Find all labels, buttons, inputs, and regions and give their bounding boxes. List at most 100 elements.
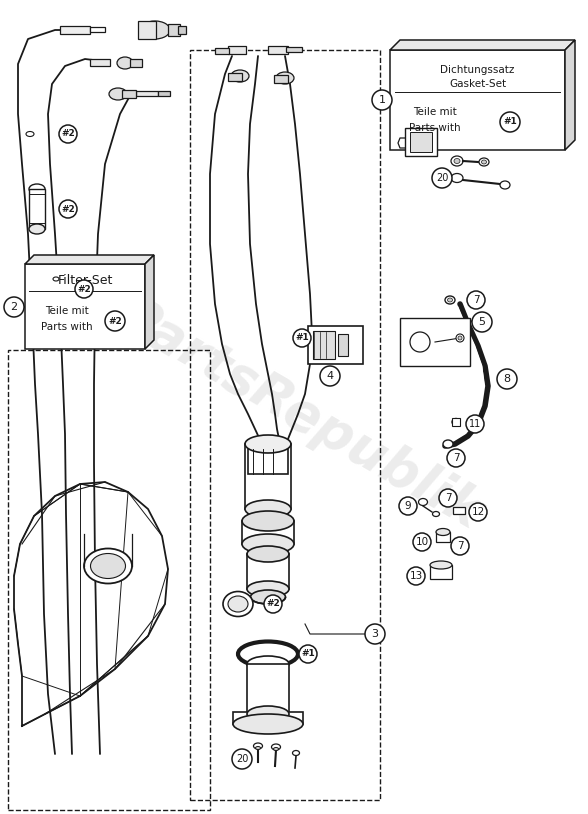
Ellipse shape: [247, 706, 289, 722]
Text: #2: #2: [77, 285, 91, 294]
Circle shape: [232, 749, 252, 769]
Ellipse shape: [276, 72, 294, 84]
Circle shape: [432, 168, 452, 188]
Text: Parts with: Parts with: [41, 322, 93, 332]
Bar: [268, 46, 288, 54]
Ellipse shape: [419, 498, 427, 505]
Text: PartsRepublik: PartsRepublik: [109, 289, 491, 540]
Ellipse shape: [479, 158, 489, 166]
Bar: [122, 90, 136, 98]
Text: #1: #1: [295, 334, 309, 343]
Bar: [338, 334, 348, 356]
Circle shape: [472, 312, 492, 332]
Bar: [60, 26, 90, 34]
Ellipse shape: [26, 132, 34, 137]
Circle shape: [407, 567, 425, 585]
Bar: [168, 24, 180, 36]
Text: 5: 5: [479, 317, 486, 327]
Bar: [233, 712, 303, 724]
Ellipse shape: [245, 435, 291, 453]
Ellipse shape: [250, 590, 286, 604]
Text: Gasket-Set: Gasket-Set: [449, 79, 506, 89]
Bar: [453, 507, 465, 514]
Text: #2: #2: [61, 204, 75, 213]
Ellipse shape: [231, 70, 249, 82]
Bar: [308, 326, 363, 364]
Circle shape: [466, 415, 484, 433]
Ellipse shape: [256, 746, 260, 750]
Text: #2: #2: [61, 129, 75, 138]
Circle shape: [59, 125, 77, 143]
Bar: [190, 50, 380, 800]
Ellipse shape: [292, 751, 299, 755]
Bar: [8, 350, 210, 810]
Ellipse shape: [433, 511, 439, 517]
Ellipse shape: [109, 88, 127, 100]
Bar: [130, 59, 142, 67]
Circle shape: [264, 595, 282, 613]
Text: 10: 10: [416, 537, 429, 547]
Ellipse shape: [140, 21, 170, 39]
Ellipse shape: [454, 159, 460, 164]
Circle shape: [372, 90, 392, 110]
Bar: [158, 91, 170, 96]
Text: 7: 7: [453, 453, 459, 463]
Text: 1: 1: [379, 95, 386, 105]
Text: 4: 4: [326, 371, 333, 381]
Ellipse shape: [456, 334, 464, 342]
Circle shape: [439, 489, 457, 507]
Ellipse shape: [242, 534, 294, 554]
Circle shape: [293, 329, 311, 347]
Polygon shape: [145, 255, 154, 349]
Text: 3: 3: [372, 629, 379, 639]
Text: Dichtungssatz: Dichtungssatz: [440, 65, 514, 75]
Text: #2: #2: [108, 317, 122, 326]
Bar: [29, 189, 45, 229]
Bar: [400, 318, 470, 366]
Circle shape: [451, 537, 469, 555]
Ellipse shape: [233, 714, 303, 734]
Bar: [274, 75, 288, 83]
Bar: [286, 47, 302, 52]
Polygon shape: [390, 40, 575, 50]
Circle shape: [399, 497, 417, 515]
Ellipse shape: [247, 656, 289, 672]
Bar: [410, 132, 432, 152]
Bar: [90, 59, 110, 66]
Bar: [247, 664, 289, 714]
Bar: [136, 91, 158, 96]
Text: 7: 7: [457, 541, 463, 551]
Text: 20: 20: [436, 173, 448, 183]
Ellipse shape: [451, 173, 463, 182]
Circle shape: [105, 311, 125, 331]
Polygon shape: [565, 40, 575, 150]
Circle shape: [467, 291, 485, 309]
Ellipse shape: [117, 57, 133, 69]
Text: 12: 12: [472, 507, 485, 517]
Text: #1: #1: [503, 117, 517, 126]
Text: Teile mit: Teile mit: [413, 107, 457, 117]
Bar: [215, 48, 229, 54]
Circle shape: [299, 645, 317, 663]
Ellipse shape: [228, 596, 248, 612]
Ellipse shape: [53, 277, 59, 281]
Text: 9: 9: [405, 501, 412, 511]
Ellipse shape: [29, 224, 45, 234]
Bar: [248, 449, 288, 474]
Circle shape: [500, 112, 520, 132]
Circle shape: [365, 624, 385, 644]
Bar: [313, 331, 335, 359]
Ellipse shape: [458, 336, 462, 340]
Polygon shape: [25, 255, 154, 264]
Ellipse shape: [445, 296, 455, 304]
Bar: [390, 50, 565, 150]
Text: 20: 20: [236, 754, 248, 764]
Ellipse shape: [272, 744, 280, 750]
Bar: [430, 565, 452, 579]
Bar: [25, 264, 145, 349]
Circle shape: [469, 503, 487, 521]
Ellipse shape: [91, 554, 125, 579]
Ellipse shape: [29, 184, 45, 194]
Circle shape: [75, 280, 93, 298]
Text: 11: 11: [469, 419, 481, 429]
